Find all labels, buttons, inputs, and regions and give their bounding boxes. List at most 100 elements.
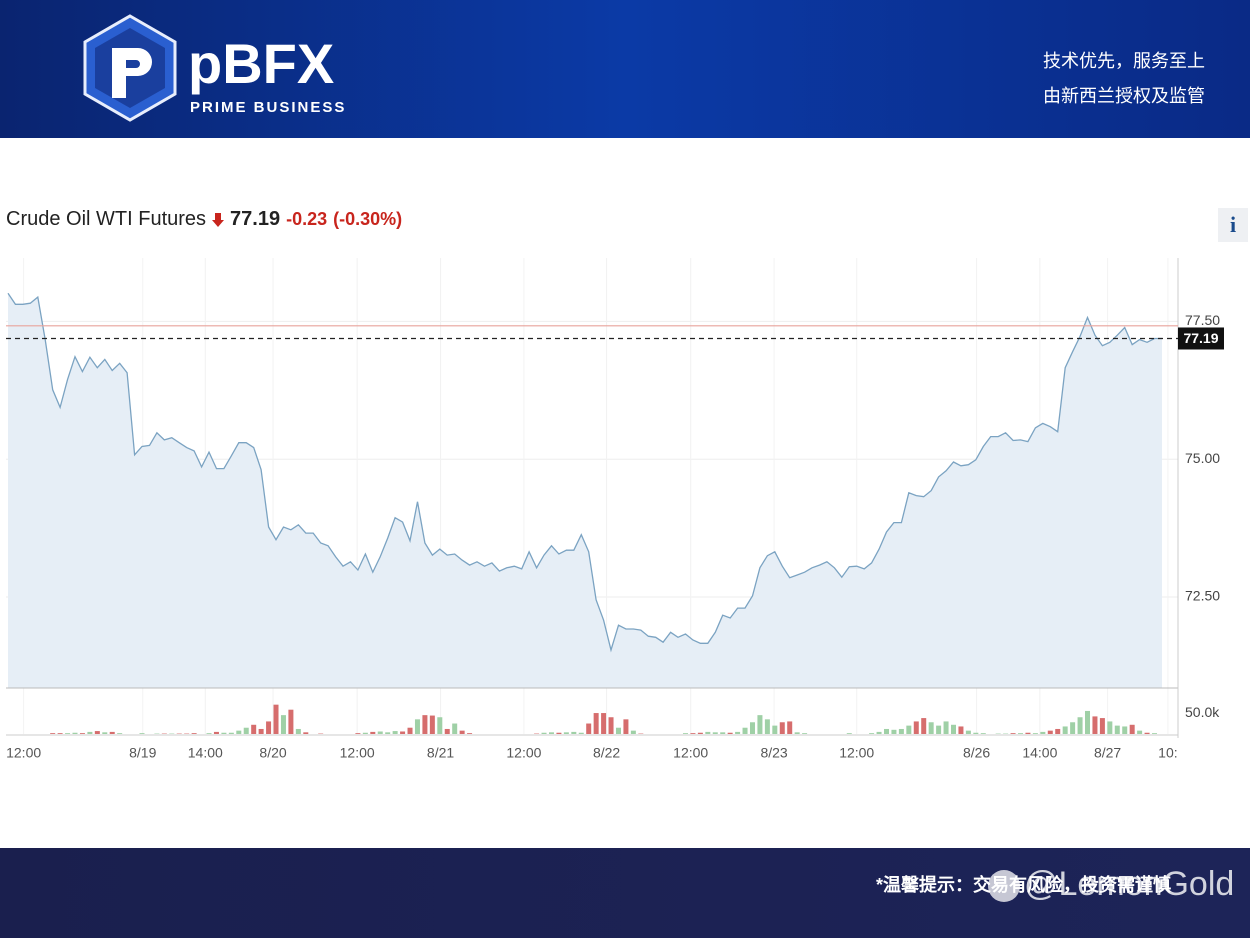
volume-bar — [452, 724, 457, 734]
volume-bar — [1018, 733, 1023, 734]
volume-bar — [1130, 725, 1135, 734]
x-tick-label: 14:00 — [1022, 745, 1057, 761]
info-button[interactable]: i — [1218, 208, 1248, 242]
volume-bar — [422, 715, 427, 734]
volume-bar — [251, 725, 256, 734]
change: -0.23 — [286, 209, 327, 230]
volume-bar — [58, 733, 63, 734]
volume-bar — [1070, 722, 1075, 734]
volume-bar — [408, 728, 413, 734]
volume-bar — [743, 728, 748, 734]
volume-bar — [296, 729, 301, 734]
volume-bar — [378, 731, 383, 734]
volume-bar — [944, 721, 949, 734]
volume-bar — [609, 717, 614, 734]
volume-bar — [1107, 721, 1112, 734]
volume-bar — [73, 733, 78, 734]
volume-bar — [772, 726, 777, 734]
volume-bar — [244, 728, 249, 734]
volume-bar — [705, 732, 710, 734]
x-tick-label: 12:00 — [506, 745, 541, 761]
volume-bar — [281, 715, 286, 734]
volume-bar — [236, 731, 241, 734]
volume-bar — [616, 728, 621, 734]
volume-bar — [1025, 733, 1030, 734]
x-tick-label: 8/22 — [593, 745, 620, 761]
volume-bar — [1092, 716, 1097, 734]
volume-bar — [1048, 731, 1053, 734]
volume-bar — [437, 717, 442, 734]
volume-bar — [1085, 711, 1090, 734]
x-tick-label: 8/20 — [259, 745, 286, 761]
volume-bar — [929, 722, 934, 734]
volume-bar — [355, 733, 360, 734]
volume-bar — [214, 732, 219, 734]
volume-bar — [869, 733, 874, 734]
volume-bar — [891, 730, 896, 734]
volume-bar — [221, 733, 226, 734]
volume-bar — [259, 729, 264, 734]
volume-bar — [393, 731, 398, 734]
x-tick-label: 12:00 — [839, 745, 874, 761]
chart-title: Crude Oil WTI Futures — [6, 208, 206, 231]
volume-bar — [1145, 733, 1150, 734]
volume-bar — [192, 733, 197, 734]
volume-bar — [1115, 726, 1120, 734]
volume-bar — [415, 719, 420, 734]
volume-bar — [683, 733, 688, 734]
volume-bar — [467, 733, 472, 734]
volume-bar — [601, 713, 606, 734]
volume-bar — [951, 725, 956, 734]
x-tick-label: 10: — [1158, 745, 1177, 761]
volume-bar — [720, 732, 725, 734]
volume-bar — [207, 733, 212, 734]
volume-tick-label: 50.0k — [1185, 704, 1220, 720]
volume-bar — [117, 733, 122, 734]
x-tick-label: 8/23 — [760, 745, 787, 761]
volume-bar — [921, 718, 926, 734]
y-tick-label: 75.00 — [1185, 450, 1220, 466]
volume-bar — [936, 726, 941, 734]
volume-bar — [877, 732, 882, 734]
volume-bar — [728, 733, 733, 734]
volume-bar — [579, 733, 584, 734]
volume-bar — [795, 732, 800, 734]
x-tick-label: 8/26 — [963, 745, 990, 761]
volume-bar — [1137, 731, 1142, 734]
volume-bar — [735, 732, 740, 734]
volume-bar — [765, 719, 770, 734]
volume-bar — [50, 733, 55, 734]
volume-bar — [460, 731, 465, 734]
volume-bar — [288, 710, 293, 734]
footer: *温馨提示：交易有风险，投资需谨慎 @LemonGold — [0, 848, 1250, 938]
volume-bar — [1152, 733, 1157, 734]
chart-header: Crude Oil WTI Futures 77.19 -0.23 (-0.30… — [6, 208, 402, 231]
volume-bar — [966, 731, 971, 734]
volume-bar — [1033, 733, 1038, 734]
volume-bar — [445, 729, 450, 734]
x-tick-label: 12:00 — [6, 745, 41, 761]
volume-bar — [549, 732, 554, 734]
x-tick-label: 8/19 — [129, 745, 156, 761]
volume-bar — [87, 732, 92, 734]
volume-bar — [266, 721, 271, 734]
volume-bar — [400, 731, 405, 734]
volume-bar — [564, 732, 569, 734]
volume-bar — [787, 721, 792, 734]
price-area — [8, 293, 1162, 688]
volume-bar — [802, 733, 807, 734]
volume-bar — [556, 733, 561, 734]
x-tick-label: 8/21 — [427, 745, 454, 761]
volume-bar — [363, 733, 368, 734]
volume-bar — [780, 722, 785, 734]
volume-bar — [847, 733, 852, 734]
volume-bar — [542, 733, 547, 734]
volume-bar — [385, 732, 390, 734]
volume-bar — [1100, 718, 1105, 734]
volume-bar — [586, 724, 591, 734]
y-tick-label: 77.50 — [1185, 312, 1220, 328]
down-arrow — [212, 212, 224, 228]
change-percent: (-0.30%) — [333, 209, 402, 230]
volume-bar — [973, 733, 978, 734]
